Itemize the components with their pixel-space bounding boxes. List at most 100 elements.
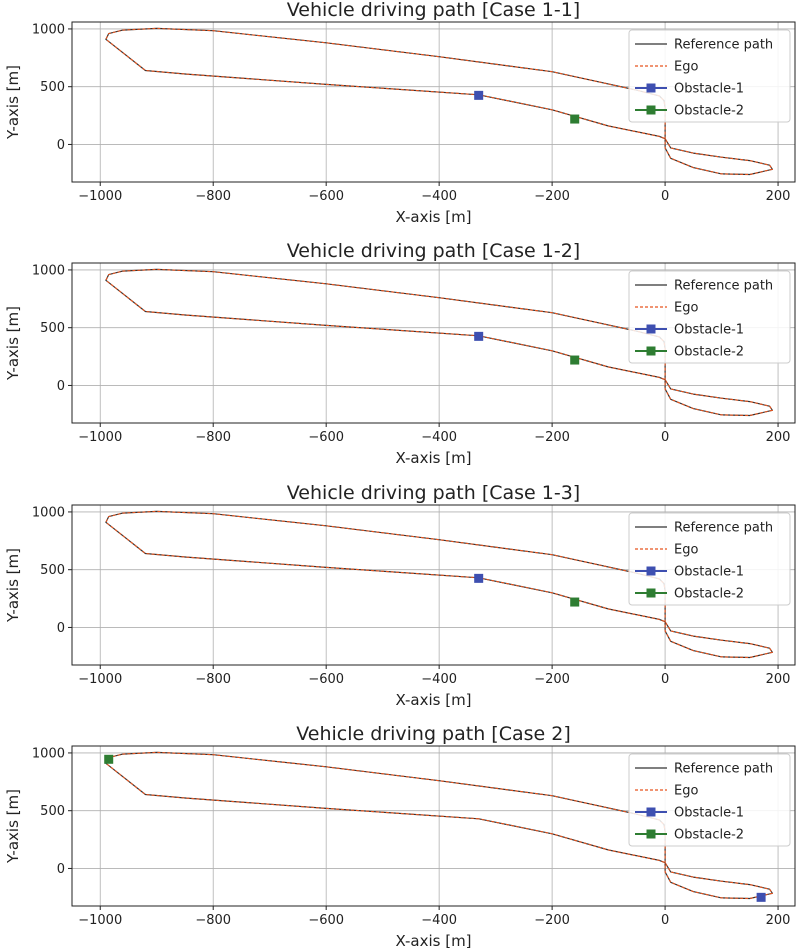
x-tick-label: −400: [421, 672, 457, 687]
legend-label-obstacle-2: Obstacle-2: [674, 828, 744, 843]
x-tick-label: 200: [766, 430, 791, 445]
legend-label-reference-path: Reference path: [674, 762, 773, 777]
y-tick-label: 0: [57, 138, 65, 153]
y-tick-label: 500: [40, 80, 65, 95]
x-tick-label: −400: [421, 430, 457, 445]
ego-line: [105, 510, 773, 659]
legend-marker-obstacle-1: [646, 324, 656, 334]
legend: Reference path Ego Obstacle-1 Obstacle-2: [628, 29, 791, 123]
x-tick-label: −400: [421, 189, 457, 204]
chart-title: Vehicle driving path [Case 1-2]: [287, 240, 580, 262]
y-axis-label: Y-axis [m]: [4, 789, 22, 864]
obstacle-1-marker: [474, 331, 484, 341]
legend-marker-obstacle-2: [646, 105, 656, 115]
legend-marker-obstacle-2: [646, 588, 656, 598]
legend-label-reference-path: Reference path: [674, 38, 773, 53]
legend-marker-obstacle-2: [646, 829, 656, 839]
obstacle-2-marker: [104, 754, 114, 764]
x-tick-label: 0: [661, 430, 669, 445]
legend-label-obstacle-1: Obstacle-1: [674, 82, 744, 97]
ego-line: [105, 751, 773, 900]
x-tick-label: −600: [308, 189, 344, 204]
chart-title: Vehicle driving path [Case 2]: [296, 723, 571, 745]
axes-frame: [71, 21, 796, 183]
chart-panel-4: Vehicle driving path [Case 2] −1000 −800 −6…: [4, 723, 796, 950]
legend-label-obstacle-2: Obstacle-2: [674, 587, 744, 602]
legend-box: [628, 753, 791, 847]
obstacle-1-marker: [474, 90, 484, 100]
obstacle-2-marker: [570, 114, 580, 124]
legend-label-ego: Ego: [674, 60, 698, 75]
y-axis-label: Y-axis [m]: [4, 548, 22, 623]
obstacle-2-marker: [570, 597, 580, 607]
axes-frame: [71, 745, 796, 907]
x-axis-label: X-axis [m]: [395, 208, 471, 226]
legend-marker-obstacle-1: [646, 566, 656, 576]
x-axis-label: X-axis [m]: [395, 691, 471, 709]
legend-marker-obstacle-1: [646, 807, 656, 817]
ego-line: [105, 268, 773, 417]
y-axis-label: Y-axis [m]: [4, 306, 22, 381]
x-tick-label: 0: [661, 672, 669, 687]
chart-panel-1: Vehicle driving path [Case 1-1] −1000 −800…: [4, 0, 796, 226]
x-tick-label: −1000: [78, 913, 122, 928]
x-tick-label: −1000: [78, 430, 122, 445]
y-tick-label: 1000: [32, 22, 65, 37]
legend-label-reference-path: Reference path: [674, 279, 773, 294]
x-tick-label: −600: [308, 913, 344, 928]
x-tick-label: −200: [534, 189, 570, 204]
legend-box: [628, 29, 791, 123]
legend: Reference path Ego Obstacle-1 Obstacle-2: [628, 753, 791, 847]
legend-box: [628, 512, 791, 606]
x-tick-label: −800: [195, 189, 231, 204]
x-tick-label: −600: [308, 672, 344, 687]
x-tick-label: −200: [534, 913, 570, 928]
y-tick-label: 500: [40, 804, 65, 819]
x-tick-label: 0: [661, 913, 669, 928]
x-tick-label: −600: [308, 430, 344, 445]
y-tick-label: 1000: [32, 505, 65, 520]
y-tick-label: 0: [57, 862, 65, 877]
legend: Reference path Ego Obstacle-1 Obstacle-2: [628, 512, 791, 606]
legend-label-obstacle-2: Obstacle-2: [674, 345, 744, 360]
y-axis-label: Y-axis [m]: [4, 65, 22, 140]
legend-marker-obstacle-1: [646, 83, 656, 93]
legend: Reference path Ego Obstacle-1 Obstacle-2: [628, 270, 791, 364]
x-tick-label: −800: [195, 913, 231, 928]
chart-title: Vehicle driving path [Case 1-1]: [287, 0, 580, 21]
legend-label-ego: Ego: [674, 301, 698, 316]
legend-marker-obstacle-2: [646, 346, 656, 356]
x-tick-label: −200: [534, 430, 570, 445]
x-tick-label: −1000: [78, 189, 122, 204]
y-tick-label: 500: [40, 321, 65, 336]
x-axis-label: X-axis [m]: [395, 449, 471, 467]
x-tick-label: 200: [766, 672, 791, 687]
chart-panel-3: Vehicle driving path [Case 1-3] −1000 −800…: [4, 482, 796, 709]
obstacle-1-marker: [756, 892, 766, 902]
legend-label-obstacle-1: Obstacle-1: [674, 323, 744, 338]
x-tick-label: −400: [421, 913, 457, 928]
legend-label-reference-path: Reference path: [674, 521, 773, 536]
y-tick-label: 0: [57, 621, 65, 636]
chart-title: Vehicle driving path [Case 1-3]: [287, 482, 580, 504]
x-tick-label: 0: [661, 189, 669, 204]
obstacle-2-marker: [570, 355, 580, 365]
x-tick-label: 200: [766, 189, 791, 204]
x-tick-label: −1000: [78, 672, 122, 687]
x-axis-label: X-axis [m]: [395, 932, 471, 950]
chart-panel-2: Vehicle driving path [Case 1-2] −1000 −800…: [4, 240, 796, 467]
y-tick-label: 0: [57, 379, 65, 394]
y-tick-label: 500: [40, 563, 65, 578]
x-tick-label: −200: [534, 672, 570, 687]
legend-label-ego: Ego: [674, 543, 698, 558]
axes-frame: [71, 504, 796, 666]
x-tick-label: 200: [766, 913, 791, 928]
ego-line: [105, 27, 773, 176]
obstacle-1-marker: [474, 573, 484, 583]
legend-box: [628, 270, 791, 364]
legend-label-obstacle-2: Obstacle-2: [674, 104, 744, 119]
y-tick-label: 1000: [32, 746, 65, 761]
x-tick-label: −800: [195, 672, 231, 687]
legend-label-obstacle-1: Obstacle-1: [674, 806, 744, 821]
